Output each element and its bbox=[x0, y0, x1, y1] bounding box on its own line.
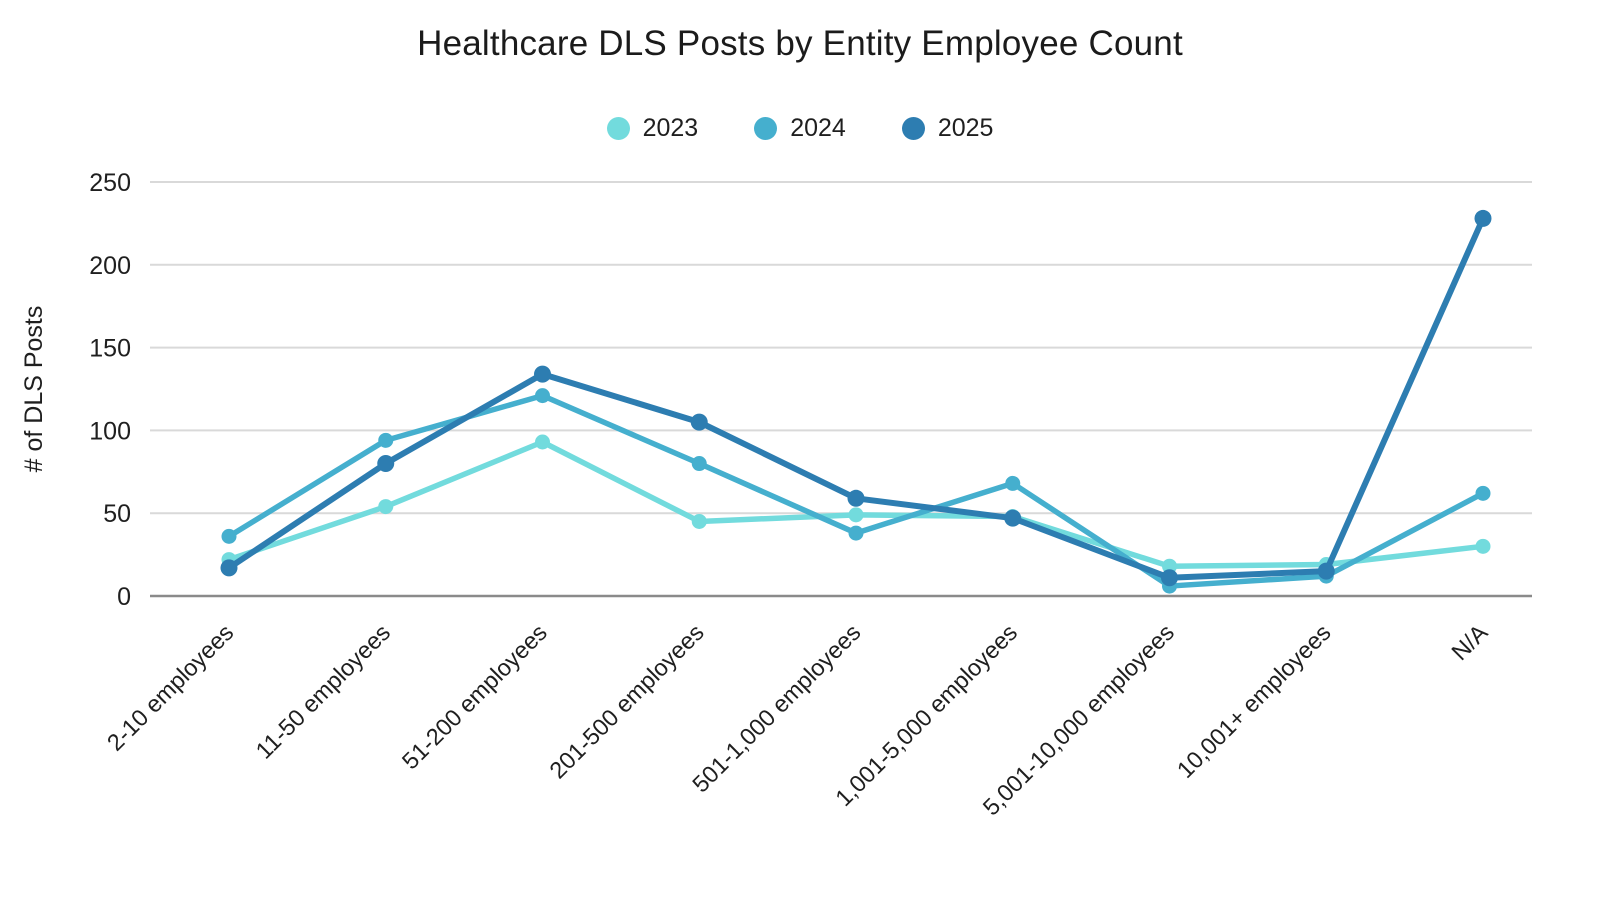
y-tick-label: 150 bbox=[89, 335, 131, 363]
data-point-2024-5[interactable] bbox=[1005, 475, 1021, 491]
x-tick-label: 11-50 employees bbox=[251, 619, 396, 764]
x-tick-label: 10,001+ employees bbox=[1172, 619, 1336, 783]
data-point-2023-1[interactable] bbox=[378, 499, 394, 515]
legend-dot-icon bbox=[606, 116, 630, 140]
data-point-2025-1[interactable] bbox=[377, 455, 395, 473]
legend-label: 2025 bbox=[937, 113, 994, 142]
data-point-2023-2[interactable] bbox=[535, 434, 550, 450]
legend-label: 2023 bbox=[642, 113, 699, 142]
chart-legend: 2023 2024 2025 bbox=[0, 106, 1600, 150]
x-tick-label: 201-500 employees bbox=[544, 619, 708, 783]
data-point-2023-6[interactable] bbox=[1162, 558, 1177, 574]
x-tick-label: 1,001-5,000 employees bbox=[830, 619, 1022, 811]
data-point-2025-6[interactable] bbox=[1161, 569, 1178, 587]
data-point-2025-4[interactable] bbox=[847, 489, 865, 507]
legend-item-2024[interactable]: 2024 bbox=[754, 114, 846, 143]
legend-dot-icon bbox=[754, 116, 778, 140]
data-point-2023-8[interactable] bbox=[1475, 538, 1491, 554]
chart-title: Healthcare DLS Posts by Entity Employee … bbox=[417, 24, 1183, 63]
data-point-2023-3[interactable] bbox=[691, 513, 707, 529]
data-point-2025-7[interactable] bbox=[1317, 562, 1335, 580]
legend-item-2023[interactable]: 2023 bbox=[606, 113, 699, 143]
data-point-2025-5[interactable] bbox=[1004, 509, 1022, 527]
legend-label: 2024 bbox=[790, 113, 846, 142]
series-line-2025 bbox=[226, 215, 1486, 581]
data-point-2024-3[interactable] bbox=[691, 456, 707, 472]
data-point-2024-1[interactable] bbox=[378, 432, 394, 448]
y-tick-label: 50 bbox=[103, 500, 131, 528]
data-point-2025-3[interactable] bbox=[690, 413, 708, 431]
x-tick-label: N/A bbox=[1446, 619, 1492, 665]
data-point-2024-2[interactable] bbox=[535, 388, 550, 404]
data-point-2024-8[interactable] bbox=[1475, 485, 1491, 501]
x-tick-label: 501-1,000 employees bbox=[687, 619, 865, 797]
x-tick-label: 2-10 employees bbox=[102, 619, 239, 756]
x-tick-label: 51-200 employees bbox=[397, 619, 552, 774]
y-tick-label: 200 bbox=[89, 252, 131, 280]
data-point-2025-8[interactable] bbox=[1474, 209, 1492, 227]
data-point-2024-0[interactable] bbox=[221, 528, 237, 544]
y-axis-title: # of DLS Posts bbox=[20, 306, 48, 473]
data-point-2025-0[interactable] bbox=[220, 559, 238, 577]
y-tick-label: 100 bbox=[89, 417, 131, 445]
data-point-2025-2[interactable] bbox=[534, 365, 551, 383]
data-point-2023-4[interactable] bbox=[848, 507, 864, 523]
legend-item-2025[interactable]: 2025 bbox=[901, 113, 994, 143]
y-tick-label: 0 bbox=[117, 583, 131, 611]
data-point-2024-4[interactable] bbox=[848, 525, 864, 541]
legend-dot-icon bbox=[901, 116, 925, 140]
y-tick-label: 250 bbox=[89, 169, 131, 197]
